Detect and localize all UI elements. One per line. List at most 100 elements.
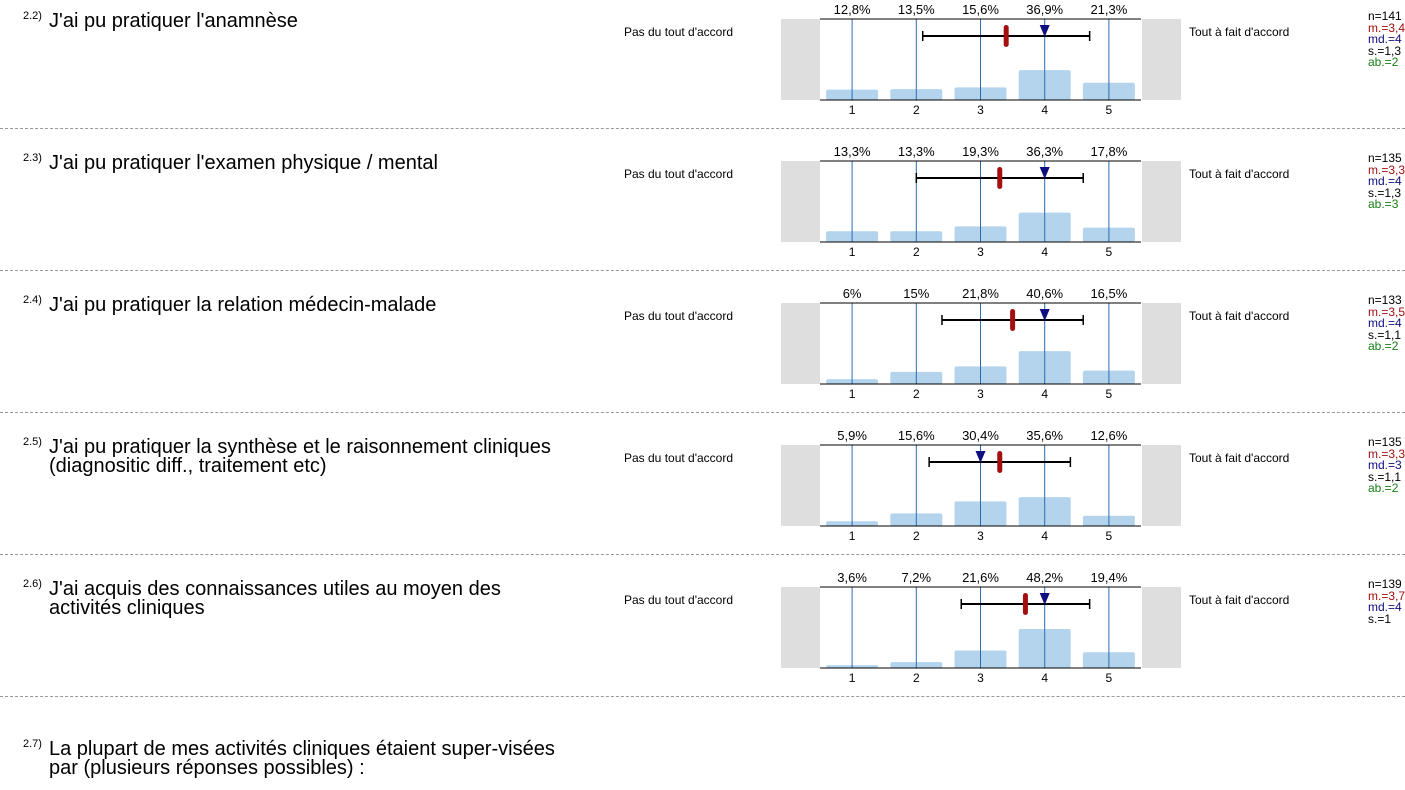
stat-md: md.=3 [1368, 458, 1402, 472]
stat-ab: ab.=2 [1368, 481, 1399, 495]
stat-s: s.=1,3 [1368, 43, 1402, 58]
percent-label: 19,4% [1090, 570, 1127, 585]
percent-label: 13,3% [834, 144, 871, 159]
percent-label: 30,4% [962, 428, 999, 443]
scale-label-left: Pas du tout d'accord [624, 451, 734, 465]
percent-label: 21,8% [962, 286, 999, 301]
stats-block: n=141 m.=3,4 md.=4 s.=1,3 ab.=2 [1368, 10, 1405, 69]
mean-marker [997, 451, 1003, 473]
category-label: 1 [849, 103, 856, 117]
scale-label-right: Tout à fait d'accord [1189, 451, 1290, 465]
percent-label: 36,3% [1026, 144, 1063, 159]
stat-s: s.=1,3 [1368, 185, 1402, 200]
category-label: 4 [1041, 245, 1048, 259]
panel-right [1142, 303, 1181, 384]
category-label: 5 [1106, 387, 1113, 401]
question-text: J'ai pu pratiquer l'anamnèse [49, 10, 298, 32]
scale-label-right: Tout à fait d'accord [1189, 167, 1290, 181]
panel-right [1142, 161, 1181, 242]
category-label: 5 [1106, 529, 1113, 543]
stats-block: n=135 m.=3,3 md.=3 s.=1,1 ab.=2 [1368, 435, 1405, 495]
stat-s: s.=1,1 [1368, 327, 1402, 342]
question-number: 2.4) [23, 294, 42, 306]
percent-label: 21,6% [962, 570, 999, 585]
scale-label-left: Pas du tout d'accord [624, 25, 734, 39]
panel-left [781, 587, 820, 668]
panel-right [1142, 19, 1181, 100]
percent-label: 48,2% [1026, 570, 1063, 585]
question-number: 2.3) [23, 152, 42, 164]
stat-n: n=139 [1368, 577, 1402, 591]
category-label: 2 [913, 387, 920, 401]
question-text: J'ai pu pratiquer l'examen physique / me… [49, 152, 438, 174]
category-label: 1 [849, 671, 856, 685]
category-label: 3 [977, 387, 984, 401]
stat-md: md.=4 [1368, 32, 1402, 46]
stat-ab: ab.=3 [1368, 197, 1399, 211]
stat-ab: ab.=2 [1368, 339, 1399, 353]
percent-label: 5,9% [837, 428, 867, 443]
separator [0, 270, 1405, 271]
percent-label: 17,8% [1090, 144, 1127, 159]
question-number: 2.7) [23, 738, 42, 750]
scale-label-right: Tout à fait d'accord [1189, 593, 1290, 607]
category-label: 5 [1106, 103, 1113, 117]
question-item: 2.5) J'ai pu pratiquer la synthèse et le … [0, 426, 1405, 568]
separator [0, 554, 1405, 555]
scale-label-left: Pas du tout d'accord [624, 167, 734, 181]
stats-block: n=133 m.=3,5 md.=4 s.=1,1 ab.=2 [1368, 294, 1405, 353]
category-label: 3 [977, 671, 984, 685]
question-text: J'ai pu pratiquer la synthèse et le rais… [49, 436, 551, 477]
likert-chart: 3,6% 7,2% 21,6% 48,2% 19,4% 1 2 3 4 5 [781, 570, 1181, 685]
stats-block: n=135 m.=3,3 md.=4 s.=1,3 ab.=3 [1368, 152, 1405, 211]
stat-md: md.=4 [1368, 600, 1402, 614]
category-label: 4 [1041, 529, 1048, 543]
separator [0, 412, 1405, 413]
stat-m: m.=3,3 [1368, 162, 1405, 177]
stat-m: m.=3,4 [1368, 20, 1405, 35]
percent-label: 12,8% [834, 2, 871, 17]
mean-marker [997, 167, 1003, 189]
median-marker [1039, 25, 1050, 37]
percent-label: 19,3% [962, 144, 999, 159]
stat-md: md.=4 [1368, 174, 1402, 188]
category-label: 5 [1106, 671, 1113, 685]
scale-label-right: Tout à fait d'accord [1189, 309, 1290, 323]
stats-block: n=139 m.=3,7 md.=4 s.=1 [1368, 577, 1405, 626]
stat-ab: ab.=2 [1368, 55, 1399, 69]
mean-marker [1003, 25, 1009, 47]
stat-md: md.=4 [1368, 316, 1402, 330]
panel-right [1142, 445, 1181, 526]
category-label: 3 [977, 103, 984, 117]
separator [0, 128, 1405, 129]
percent-label: 15% [903, 286, 929, 301]
panel-left [781, 445, 820, 526]
question-item: 2.2) J'ai pu pratiquer l'anamnèse Pas du t… [0, 0, 1405, 142]
percent-label: 16,5% [1090, 286, 1127, 301]
percent-label: 6% [843, 286, 862, 301]
likert-chart: 5,9% 15,6% 30,4% 35,6% 12,6% 1 2 3 4 5 [781, 428, 1181, 543]
mean-marker [1022, 593, 1028, 615]
question-item: 2.3) J'ai pu pratiquer l'examen physique … [0, 142, 1405, 284]
scale-label-left: Pas du tout d'accord [624, 309, 734, 323]
median-marker [1039, 309, 1050, 321]
median-marker [975, 451, 986, 463]
stat-n: n=135 [1368, 435, 1402, 449]
category-label: 2 [913, 103, 920, 117]
percent-label: 7,2% [901, 570, 931, 585]
category-label: 4 [1041, 103, 1048, 117]
category-label: 4 [1041, 671, 1048, 685]
percent-label: 21,3% [1090, 2, 1127, 17]
category-label: 3 [977, 529, 984, 543]
percent-label: 3,6% [837, 570, 867, 585]
likert-chart: 12,8% 13,5% 15,6% 36,9% 21,3% 1 2 3 4 5 [781, 2, 1181, 117]
panel-left [781, 161, 820, 242]
panel-left [781, 303, 820, 384]
percent-label: 40,6% [1026, 286, 1063, 301]
likert-chart: 13,3% 13,3% 19,3% 36,3% 17,8% 1 2 3 4 5 [781, 144, 1181, 259]
category-label: 5 [1106, 245, 1113, 259]
stat-s: s.=1 [1368, 611, 1392, 626]
category-label: 1 [849, 245, 856, 259]
stat-m: m.=3,3 [1368, 446, 1405, 461]
scale-label-right: Tout à fait d'accord [1189, 25, 1290, 39]
